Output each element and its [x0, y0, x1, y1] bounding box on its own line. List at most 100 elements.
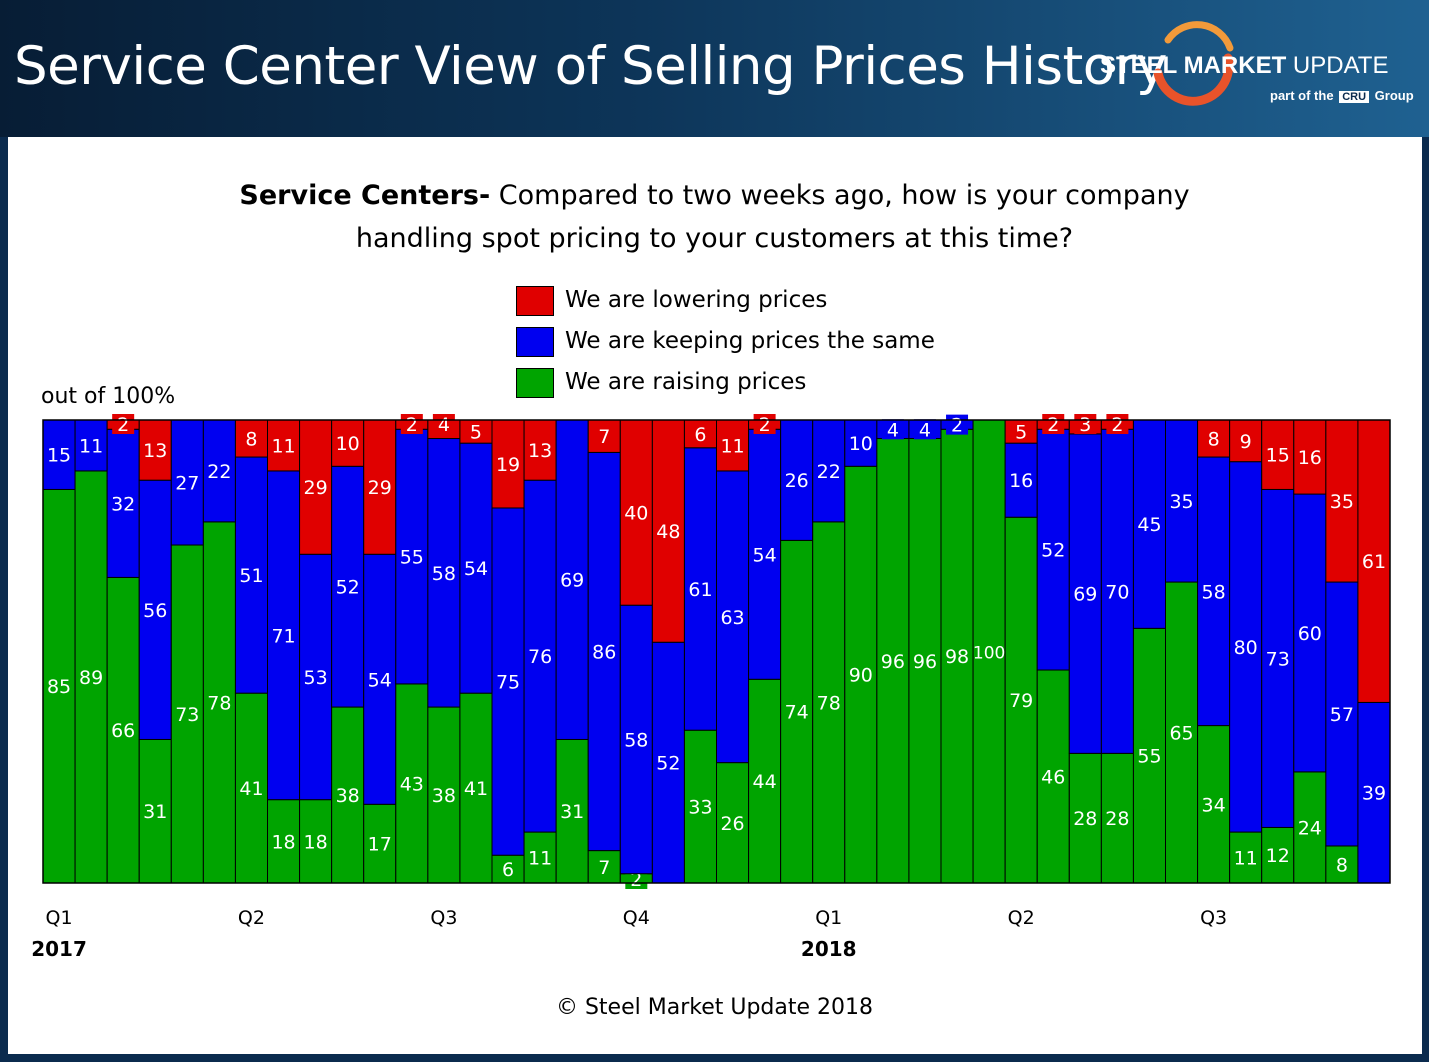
label-bg-lowering-32	[1074, 414, 1097, 434]
bar-raising-0	[42, 488, 76, 884]
value-label-raising-12: 38	[432, 785, 456, 807]
value-label-same-19: 52	[656, 753, 680, 775]
bar-same-8	[299, 553, 333, 801]
value-label-raising-8: 18	[304, 831, 328, 853]
value-label-raising-9: 38	[336, 785, 360, 807]
bar-raising-33	[1100, 752, 1134, 884]
value-label-same-26: 4	[887, 419, 899, 441]
value-label-lowering-12: 4	[438, 414, 450, 436]
x-tick-label-1: Q2	[238, 907, 265, 929]
value-label-raising-29: 100	[973, 644, 1005, 664]
value-label-lowering-14: 19	[496, 454, 520, 476]
bar-raising-5	[202, 521, 236, 884]
value-label-raising-36: 34	[1202, 794, 1226, 816]
value-label-lowering-19: 48	[656, 521, 680, 543]
value-label-raising-37: 11	[1234, 848, 1258, 870]
value-label-same-15: 76	[528, 646, 552, 668]
x-year-label-0: 2017	[31, 937, 87, 961]
bar-raising-27	[908, 438, 942, 884]
bar-raising-16	[555, 738, 589, 884]
value-label-same-1: 11	[79, 435, 103, 457]
bar-same-0	[42, 419, 76, 490]
legend-label-same: We are keeping prices the same	[565, 328, 935, 354]
bar-same-18	[619, 604, 653, 875]
bar-same-19	[651, 641, 685, 884]
bar-same-4	[170, 419, 204, 546]
value-label-raising-34: 55	[1137, 746, 1161, 768]
legend-swatch-lowering	[516, 286, 554, 316]
bar-raising-34	[1132, 627, 1167, 884]
value-label-lowering-9: 10	[336, 433, 360, 455]
bar-lowering-40	[1325, 419, 1359, 583]
value-label-same-40: 57	[1330, 704, 1354, 726]
label-bg-lowering-12	[432, 414, 455, 434]
value-label-lowering-20: 6	[694, 424, 706, 446]
value-label-raising-26: 96	[881, 651, 905, 673]
value-label-same-38: 73	[1266, 648, 1290, 670]
value-label-raising-24: 78	[817, 692, 841, 714]
bar-raising-13	[459, 692, 493, 884]
value-label-lowering-31: 2	[1047, 414, 1059, 436]
bar-raising-26	[876, 438, 910, 884]
value-label-same-13: 54	[464, 558, 488, 580]
bar-lowering-21	[716, 419, 750, 472]
bar-lowering-17	[587, 419, 621, 453]
value-label-raising-30: 79	[1009, 690, 1033, 712]
value-label-raising-15: 11	[528, 848, 552, 870]
value-label-raising-17: 7	[598, 857, 610, 879]
value-label-raising-21: 26	[720, 813, 744, 835]
value-label-same-20: 61	[688, 579, 712, 601]
bar-raising-37	[1229, 831, 1263, 884]
value-label-lowering-8: 29	[304, 477, 328, 499]
bar-raising-3	[138, 738, 172, 884]
value-label-lowering-21: 11	[720, 435, 744, 457]
bar-raising-12	[427, 706, 461, 884]
label-bg-lowering-11	[400, 414, 423, 434]
label-bg-lowering-33	[1106, 414, 1129, 434]
value-label-raising-10: 17	[368, 834, 392, 856]
bar-raising-23	[780, 539, 814, 884]
bar-raising-24	[812, 521, 846, 884]
label-bg-same-26	[881, 419, 904, 440]
brand-name: STEEL MARKET UPDATE	[1100, 52, 1389, 79]
bar-lowering-39	[1293, 419, 1327, 495]
value-label-lowering-38: 15	[1266, 445, 1290, 467]
brand-swoosh-icon	[1153, 21, 1234, 106]
value-label-same-18: 58	[624, 729, 648, 751]
label-bg-same-27	[913, 419, 936, 440]
bar-lowering-8	[299, 419, 333, 555]
value-label-same-4: 27	[175, 473, 199, 495]
value-label-same-17: 86	[592, 642, 616, 664]
bar-raising-2	[106, 576, 140, 884]
value-label-same-39: 60	[1298, 623, 1322, 645]
value-label-raising-13: 41	[464, 778, 488, 800]
value-label-lowering-17: 7	[598, 426, 610, 448]
brand-subtitle: part of the CRU Group	[1270, 88, 1414, 103]
value-label-raising-33: 28	[1105, 808, 1129, 830]
value-label-raising-11: 43	[400, 773, 424, 795]
value-label-raising-6: 41	[239, 778, 263, 800]
value-label-raising-31: 46	[1041, 767, 1065, 789]
value-label-same-27: 4	[919, 419, 931, 441]
bar-same-6	[234, 456, 268, 694]
value-label-same-11: 55	[400, 547, 424, 569]
value-label-same-23: 26	[785, 470, 809, 492]
value-label-lowering-33: 2	[1111, 414, 1123, 436]
value-label-same-41: 39	[1362, 783, 1386, 805]
bar-raising-28	[940, 428, 974, 884]
bar-same-37	[1229, 461, 1263, 833]
bar-raising-25	[844, 465, 878, 884]
bar-lowering-3	[138, 419, 172, 481]
bar-same-11	[395, 428, 429, 685]
bar-same-13	[459, 442, 493, 694]
legend-label-raising: We are raising prices	[565, 369, 807, 395]
bar-same-40	[1325, 581, 1359, 847]
legend-swatch-same	[516, 327, 554, 357]
value-label-same-12: 58	[432, 563, 456, 585]
bar-same-36	[1197, 456, 1231, 727]
value-label-lowering-32: 3	[1079, 414, 1091, 436]
x-tick-label-6: Q3	[1200, 907, 1227, 929]
value-label-lowering-40: 35	[1330, 491, 1354, 513]
bar-same-15	[523, 479, 557, 833]
